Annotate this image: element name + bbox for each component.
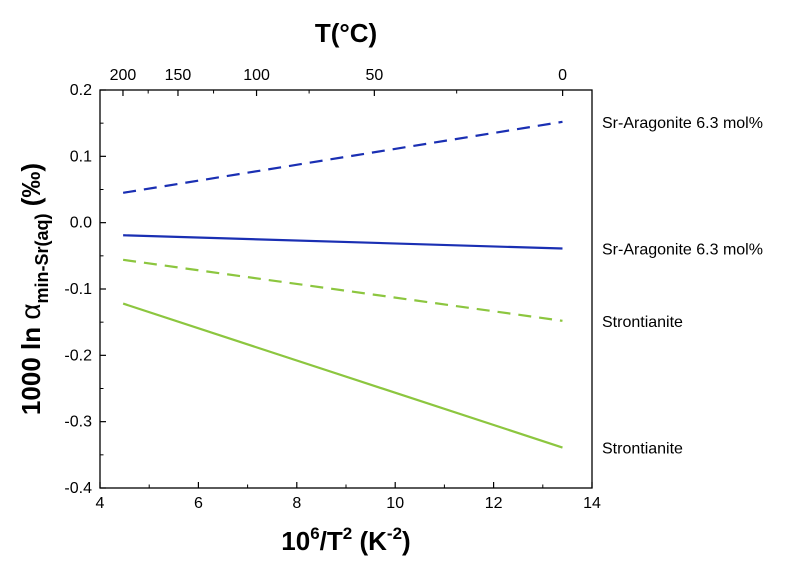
series-line-1 xyxy=(122,120,563,194)
x-title-base: 10 xyxy=(281,526,310,556)
y-tick-label: -0.1 xyxy=(64,281,92,298)
y-tick-label: 0.1 xyxy=(70,148,92,165)
y-tick-label: -0.4 xyxy=(64,480,92,497)
series-line-3 xyxy=(122,258,563,322)
series-label-1: Sr-Aragonite 6.3 mol% xyxy=(602,115,763,132)
series-label-3: Strontianite xyxy=(602,314,683,331)
x-tick-label: 4 xyxy=(96,495,105,512)
top-tick-label: 50 xyxy=(365,67,383,84)
series-label-2: Sr-Aragonite 6.3 mol% xyxy=(602,242,763,259)
x-title-unit-open: (K xyxy=(352,526,387,556)
series-line-2 xyxy=(123,234,563,250)
x-title-unit-exp: -2 xyxy=(387,524,402,543)
top-tick-label: 100 xyxy=(243,67,270,84)
y-title-prefix: 1000 ln xyxy=(16,320,46,415)
x-title-mid: /T xyxy=(320,526,343,556)
y-title-suffix: (‰) xyxy=(16,163,46,214)
x-tick-label: 14 xyxy=(583,495,601,512)
x-axis-title: 106/T2 (K-2) xyxy=(281,524,410,556)
y-tick-label: -0.2 xyxy=(64,347,92,364)
top-tick-label: 0 xyxy=(558,67,567,84)
ticks-layer: 4 6 8 10 12 14 -0.4 -0.3 -0.2 -0.1 0.0 0.1 0.2 200 150… xyxy=(64,67,601,512)
plot-frame xyxy=(99,89,593,489)
y-tick-label: -0.3 xyxy=(64,414,92,431)
top-tick-label: 150 xyxy=(165,67,192,84)
x-tick-label: 10 xyxy=(386,495,404,512)
x-tick-label: 8 xyxy=(292,495,301,512)
series-label-4: Strontianite xyxy=(602,441,683,458)
y-tick-label: 0.2 xyxy=(70,82,92,99)
series-labels: Sr-Aragonite 6.3 mol% Sr-Aragonite 6.3 mo… xyxy=(602,115,763,458)
series-line-4 xyxy=(122,302,563,449)
y-tick-label: 0.0 xyxy=(70,215,92,232)
x-title-exp1: 6 xyxy=(310,524,319,543)
top-tick-label: 200 xyxy=(110,67,137,84)
series-layer xyxy=(122,120,563,449)
y-axis-title: 1000 ln αmin-Sr(aq) (‰) xyxy=(15,163,52,415)
x-title-unit-close: ) xyxy=(402,526,411,556)
top-axis-title: T(°C) xyxy=(315,18,377,48)
x-title-exp2: 2 xyxy=(343,524,352,543)
y-title-symbol: α xyxy=(15,303,46,319)
x-tick-label: 6 xyxy=(194,495,203,512)
y-title-subscript: min-Sr(aq) xyxy=(32,213,52,303)
x-tick-label: 12 xyxy=(485,495,503,512)
